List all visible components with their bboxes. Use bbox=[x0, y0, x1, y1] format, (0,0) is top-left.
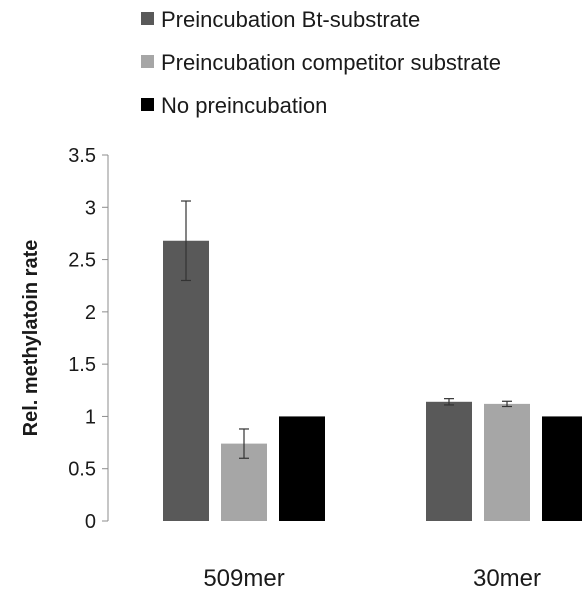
x-category-label: 30mer bbox=[473, 565, 541, 592]
legend: Preincubation Bt-substrate Preincubation … bbox=[141, 7, 501, 118]
y-tick-label: 0 bbox=[85, 511, 96, 533]
y-tick-label: 1 bbox=[85, 406, 96, 428]
y-tick-label: 0.5 bbox=[68, 459, 96, 481]
y-tick-label: 2 bbox=[85, 302, 96, 324]
error-bar-30mer-series-2 bbox=[502, 400, 512, 408]
legend-label-2: Preincubation competitor substrate bbox=[161, 50, 501, 75]
bar-509mer-series-1 bbox=[163, 240, 209, 521]
legend-swatch-2 bbox=[141, 55, 154, 68]
x-category-label: 509mer bbox=[203, 565, 284, 592]
bar-509mer-series-3 bbox=[279, 416, 325, 521]
legend-label-1: Preincubation Bt-substrate bbox=[161, 7, 420, 32]
y-axis: 0 0.5 1 1.5 2 2.5 3 3.5 bbox=[68, 145, 109, 533]
bars bbox=[163, 200, 582, 521]
y-tick-label: 3 bbox=[85, 197, 96, 219]
legend-swatch-3 bbox=[141, 98, 154, 111]
error-bar-509mer-series-1 bbox=[181, 200, 191, 282]
bar-30mer-series-1 bbox=[426, 401, 472, 521]
y-tick-label: 2.5 bbox=[68, 250, 96, 272]
error-bar-509mer-series-2 bbox=[239, 428, 249, 459]
legend-label-3: No preincubation bbox=[161, 93, 327, 118]
y-tick-label: 3.5 bbox=[68, 145, 96, 167]
y-axis-title: Rel. methylatoin rate bbox=[20, 240, 42, 437]
bar-30mer-series-2 bbox=[484, 403, 530, 521]
error-bar-30mer-series-1 bbox=[444, 398, 454, 406]
bar-30mer-series-3 bbox=[542, 416, 582, 521]
legend-swatch-1 bbox=[141, 12, 154, 25]
x-axis: 509mer 30mer bbox=[203, 565, 541, 592]
y-tick-label: 1.5 bbox=[68, 354, 96, 376]
